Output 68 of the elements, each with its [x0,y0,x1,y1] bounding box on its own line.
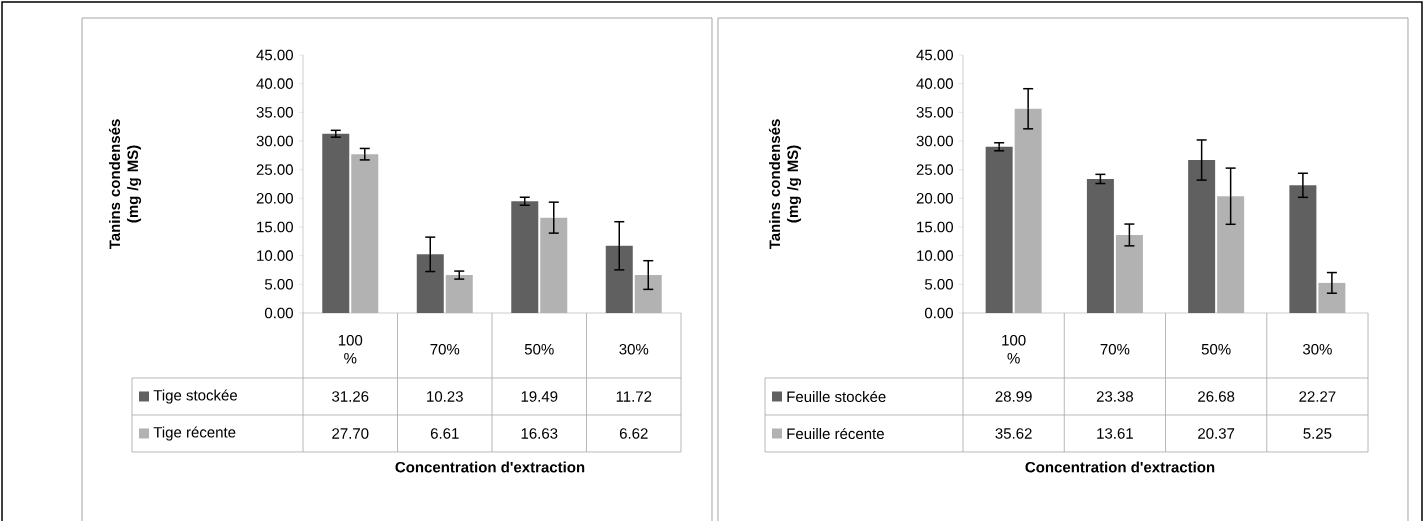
data-label: 13.61 [1097,428,1133,439]
legend-label: Feuille stockée [787,390,886,403]
bar [1115,234,1143,313]
x-tick-label: 100 % [1002,334,1026,364]
legend-label: Tige stockée [153,389,238,404]
data-label: 31.26 [332,391,369,402]
data-label: 28.99 [995,391,1032,402]
y-axis-title: Tanins condensés (mg /g MS) [108,119,142,250]
bar [1014,108,1042,313]
bar [634,275,662,313]
y-tick-label: 30.00 [916,135,953,147]
x-tick-label: 50% [1201,343,1231,355]
bar [1289,185,1317,313]
data-label: 5.25 [1303,428,1332,439]
y-tick-label: 10.00 [257,250,293,261]
bar [322,133,350,313]
bar [416,254,444,313]
bar [605,245,633,313]
bar [540,217,568,313]
x-axis-title: Concentration d'extraction [395,461,585,473]
data-label: 27.70 [332,428,369,439]
y-tick-label: 0.00 [924,307,953,319]
y-tick-label: 45.00 [256,49,293,61]
y-tick-label: 20.00 [916,193,953,204]
data-label: 6.62 [619,428,648,439]
y-tick-label: 35.00 [256,107,293,118]
bar [351,154,379,313]
y-tick-label: 45.00 [916,49,953,61]
y-tick-label: 20.00 [256,193,293,204]
y-axis-title: Tanins condensés (mg /g MS) [768,119,802,250]
data-label: 11.72 [616,391,652,402]
data-label: 6.61 [430,428,459,439]
bar [445,275,473,313]
x-tick-label: 100 % [338,334,363,364]
bar [1217,196,1245,313]
y-tick-label: 0.00 [264,307,293,319]
bar [985,146,1013,313]
y-tick-label: 10.00 [917,250,953,261]
y-tick-label: 25.00 [916,164,953,175]
y-tick-label: 15.00 [257,221,293,233]
data-label: 10.23 [427,391,463,402]
bar [1086,178,1114,313]
x-tick-label: 30% [1302,343,1332,355]
x-tick-label: 70% [430,343,460,355]
data-label: 35.62 [995,428,1032,439]
y-tick-label: 40.00 [916,78,953,89]
data-label: 23.38 [1096,391,1133,402]
data-label: 20.37 [1198,428,1235,439]
data-label: 26.68 [1198,391,1235,402]
bar [1318,282,1346,313]
y-tick-label: 30.00 [256,135,293,147]
data-label: 16.63 [521,428,558,439]
y-tick-label: 35.00 [916,107,953,118]
data-label: 22.27 [1299,391,1336,402]
bar [511,201,539,313]
data-label: 19.49 [521,391,558,402]
y-tick-label: 40.00 [256,78,293,89]
legend-label: Feuille récente [787,427,884,440]
y-tick-label: 15.00 [917,221,953,233]
x-tick-label: 30% [619,343,649,355]
legend-label: Tige récente [153,426,236,441]
y-tick-label: 5.00 [924,279,953,290]
x-tick-label: 70% [1100,343,1130,355]
y-tick-label: 5.00 [264,279,293,290]
x-tick-label: 50% [524,343,554,355]
bar [1188,160,1216,313]
x-axis-title: Concentration d'extraction [1025,461,1215,473]
y-tick-label: 25.00 [256,164,293,175]
